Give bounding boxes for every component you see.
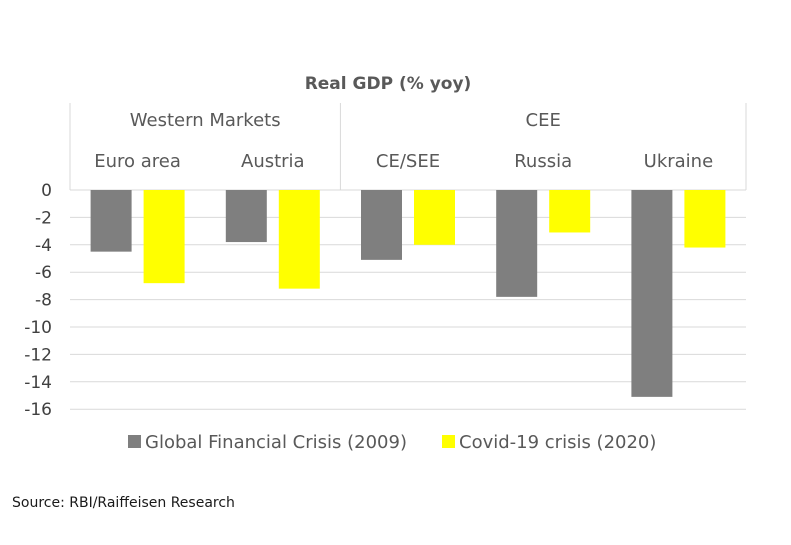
category-label: Euro area [94,151,181,172]
group-label: CEE [526,110,561,131]
bars [90,190,726,397]
category-label: CE/SEE [376,151,440,172]
y-tick-label: -12 [24,345,52,365]
bar [143,190,185,284]
group-label: Western Markets [130,110,281,131]
legend-label: Covid-19 crisis (2020) [459,432,656,453]
y-tick-label: -10 [24,318,52,338]
category-label: Ukraine [644,151,714,172]
y-tick-label: -6 [35,263,52,283]
legend-swatch [128,435,141,448]
bar [549,190,591,233]
y-tick-label: -4 [35,236,52,256]
bar [90,190,132,252]
bar [684,190,726,248]
y-axis: 0 -2 -4 -6 -8 -10 -12 -14 -16 [24,181,52,420]
bar [414,190,455,245]
y-tick-label: -14 [24,373,52,393]
y-tick-label: -2 [35,208,52,228]
y-tick-label: 0 [41,181,52,201]
bar [496,190,538,297]
bar [278,190,320,289]
source-note: Source: RBI/Raiffeisen Research [12,495,235,511]
bar [225,190,267,243]
category-header: Western Markets CEE Euro area Austria CE/SEE… [69,103,747,190]
legend: Global Financial Crisis (2009) Covid-19 c… [128,432,656,453]
legend-swatch [442,435,455,448]
y-tick-label: -16 [24,400,52,420]
bar [631,190,673,397]
category-label: Russia [514,151,572,172]
bar [361,190,402,260]
y-tick-label: -8 [35,291,52,311]
legend-label: Global Financial Crisis (2009) [145,432,407,453]
category-label: Austria [241,151,305,172]
chart-title: Real GDP (% yoy) [305,74,472,94]
